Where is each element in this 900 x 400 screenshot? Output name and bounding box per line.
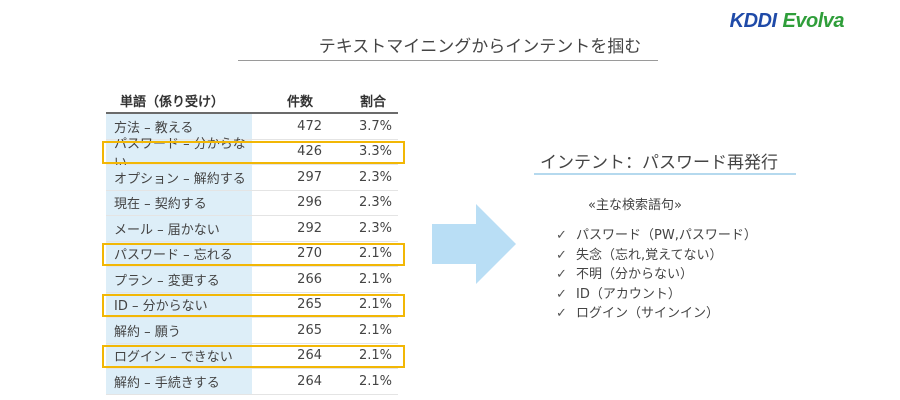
- keyword-text: 不明（分からない）: [576, 267, 694, 282]
- table-row: メール – 届かない 292 2.3%: [106, 216, 398, 242]
- kddi-evolva-logo: KDDI Evolva: [729, 10, 845, 33]
- cell-count: 264: [297, 373, 322, 389]
- cell-ratio: 3.3%: [358, 144, 392, 160]
- cell-count: 296: [297, 195, 322, 211]
- cell-count: 426: [297, 144, 322, 160]
- logo-evolva-text: Evolva: [782, 10, 845, 32]
- table-row: 方法 – 教える 472 3.7%: [106, 114, 398, 140]
- cell-term: プラン – 変更する: [106, 267, 252, 292]
- cell-count: 264: [297, 348, 322, 364]
- keyword-text: ログイン（サインイン）: [576, 306, 720, 321]
- keyword-text: パスワード（PW,パスワード）: [576, 228, 757, 243]
- slide-title: テキストマイニングからインテントを掴む: [318, 37, 642, 57]
- keyword-list: ✓ パスワード（PW,パスワード） ✓ 失念（忘れ,覚えてない） ✓ 不明（分からない） ✓…: [556, 226, 757, 324]
- table-header: 単語（係り受け） 件数 割合: [106, 88, 398, 114]
- header-count: 件数: [286, 94, 313, 110]
- table-row: 解約 – 手続きする 264 2.1%: [106, 369, 398, 395]
- cell-ratio: 2.1%: [358, 246, 392, 262]
- dependency-frequency-table: 単語（係り受け） 件数 割合 方法 – 教える 472 3.7% パスワード – 分か…: [102, 88, 405, 395]
- cell-count: 292: [297, 220, 322, 236]
- keyword-item: ✓ 不明（分からない）: [556, 265, 757, 285]
- header-term: 単語（係り受け）: [120, 94, 225, 110]
- cell-count: 297: [297, 169, 322, 185]
- table-row: プラン – 変更する 266 2.1%: [106, 267, 398, 293]
- keyword-item: ✓ ログイン（サインイン）: [556, 304, 757, 324]
- cell-term: 解約 – 願う: [106, 318, 252, 343]
- check-icon: ✓: [556, 306, 567, 321]
- cell-ratio: 2.1%: [358, 322, 392, 338]
- cell-ratio: 2.1%: [358, 271, 392, 287]
- cell-ratio: 2.3%: [358, 195, 392, 211]
- keyword-text: 失念（忘れ,覚えてない）: [576, 247, 723, 263]
- cell-count: 265: [297, 322, 322, 338]
- table-row-highlighted: パスワード – 分からない 426 3.3%: [102, 137, 405, 171]
- logo-kddi-text: KDDI: [729, 10, 777, 32]
- check-icon: ✓: [556, 267, 567, 282]
- cell-count: 265: [297, 297, 322, 313]
- cell-ratio: 2.1%: [358, 297, 392, 313]
- keyword-item: ✓ ID（アカウント）: [556, 285, 757, 305]
- keyword-text: ID（アカウント）: [576, 286, 681, 302]
- header-ratio: 割合: [359, 94, 386, 110]
- cell-count: 266: [297, 271, 322, 287]
- cell-count: 270: [297, 246, 322, 262]
- cell-ratio: 3.7%: [358, 118, 392, 134]
- keywords-heading: «主な検索語句»: [588, 198, 682, 213]
- table-row-highlighted: ログイン – できない 264 2.1%: [102, 343, 405, 369]
- cell-term: 現在 – 契約する: [106, 190, 252, 215]
- cell-term: オプション – 解約する: [106, 165, 252, 190]
- cell-term: パスワード – 忘れる: [106, 241, 252, 266]
- cell-term: 方法 – 教える: [106, 114, 252, 139]
- cell-ratio: 2.1%: [358, 348, 392, 364]
- check-icon: ✓: [556, 247, 567, 263]
- table-row: 解約 – 願う 265 2.1%: [106, 318, 398, 344]
- intent-underline: [534, 173, 796, 175]
- cell-ratio: 2.1%: [358, 373, 392, 389]
- cell-term: パスワード – 分からない: [106, 137, 252, 171]
- keyword-item: ✓ パスワード（PW,パスワード）: [556, 226, 757, 246]
- cell-term: 解約 – 手続きする: [106, 369, 252, 394]
- table-row: オプション – 解約する 297 2.3%: [106, 165, 398, 191]
- check-icon: ✓: [556, 228, 567, 243]
- table-row-highlighted: ID – 分からない 265 2.1%: [102, 292, 405, 318]
- keyword-item: ✓ 失念（忘れ,覚えてない）: [556, 246, 757, 266]
- cell-term: メール – 届かない: [106, 216, 252, 241]
- check-icon: ✓: [556, 286, 567, 302]
- table-row-highlighted: パスワード – 忘れる 270 2.1%: [102, 241, 405, 267]
- right-arrow-icon: [432, 204, 516, 284]
- cell-term: ID – 分からない: [106, 292, 252, 317]
- table-row: 現在 – 契約する 296 2.3%: [106, 190, 398, 216]
- cell-ratio: 2.3%: [358, 220, 392, 236]
- cell-count: 472: [297, 118, 322, 134]
- cell-term: ログイン – できない: [106, 343, 252, 368]
- intent-title: インテント：パスワード再発行: [540, 153, 778, 173]
- title-underline: [238, 60, 658, 61]
- table-body: 方法 – 教える 472 3.7% パスワード – 分からない 426 3.3% オプション…: [102, 114, 405, 395]
- cell-ratio: 2.3%: [358, 169, 392, 185]
